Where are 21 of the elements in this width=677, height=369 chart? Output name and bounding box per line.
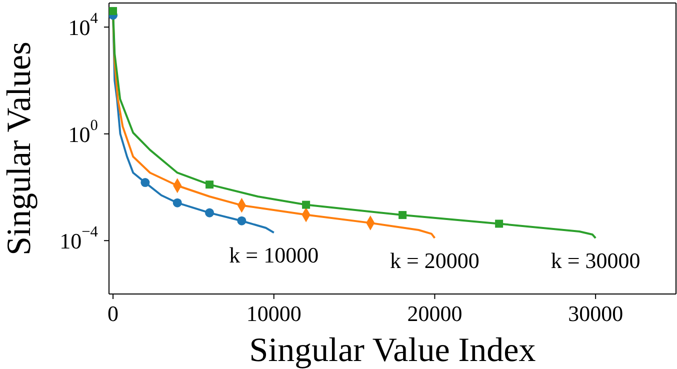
point [302,200,310,209]
y-tick-label: 10$^{0}$ [68,116,98,146]
x-tick-label: 10000 [246,301,302,326]
y-tick-label: 10$^{−4}$ [60,224,98,254]
point [205,208,214,218]
y-axis-title: Singular Values [1,42,38,256]
point [109,7,118,16]
x-axis-title: Singular Value Index [249,332,536,369]
point [172,198,182,208]
annotation: k = 30000 [550,248,640,273]
point [398,211,407,220]
point [495,220,504,228]
y-tick-label: 10$^{4}$ [68,10,98,40]
annotation: k = 20000 [390,248,480,273]
point [237,216,246,226]
annotation: k = 10000 [229,242,319,268]
point [140,178,150,188]
x-tick-label: 20000 [407,301,462,326]
x-tick-label: 0 [108,301,119,326]
x-tick-label: 30000 [568,301,624,326]
point [206,180,214,189]
